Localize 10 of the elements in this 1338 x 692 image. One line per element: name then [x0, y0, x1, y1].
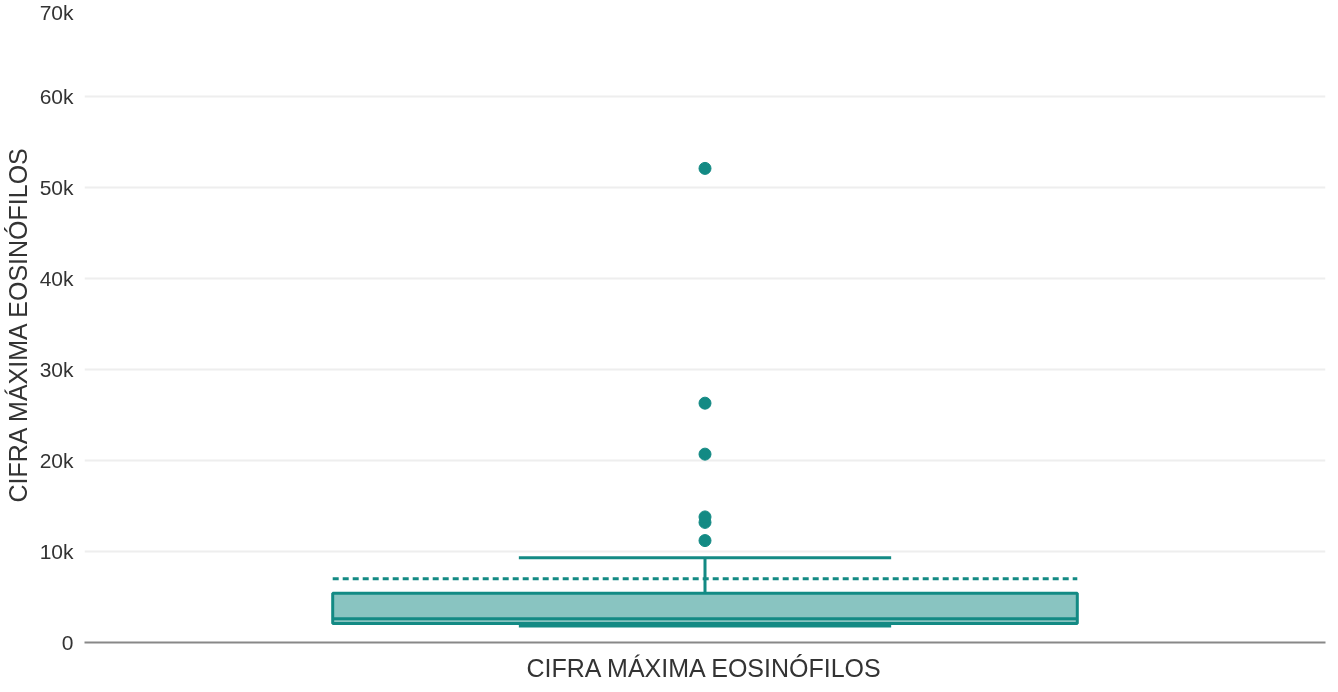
y-tick-label: 10k — [39, 540, 74, 563]
y-tick-label: 20k — [39, 449, 74, 472]
y-tick-label: 70k — [39, 0, 74, 24]
y-tick-label: 60k — [39, 85, 74, 108]
y-tick-label: 50k — [39, 176, 74, 199]
x-axis-title: CIFRA MÁXIMA EOSINÓFILOS — [526, 653, 881, 682]
y-tick-label: 0 — [61, 631, 74, 654]
y-tick-label: 40k — [39, 267, 74, 290]
y-axis-title: CIFRA MÁXIMA EOSINÓFILOS — [3, 148, 32, 503]
y-tick-label: 30k — [39, 358, 74, 381]
